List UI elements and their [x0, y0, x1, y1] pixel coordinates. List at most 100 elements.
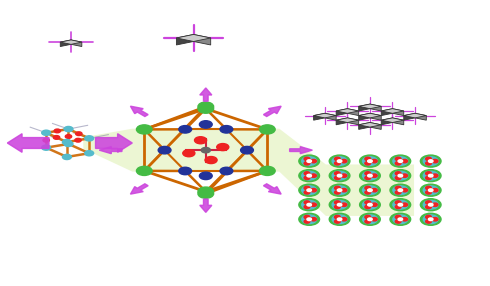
FancyArrow shape [200, 88, 212, 101]
Polygon shape [314, 113, 336, 118]
Polygon shape [359, 122, 370, 129]
Circle shape [360, 170, 380, 182]
Circle shape [402, 159, 408, 163]
Circle shape [341, 203, 347, 206]
Circle shape [85, 136, 94, 141]
Circle shape [337, 218, 342, 221]
Circle shape [390, 199, 411, 211]
Circle shape [360, 155, 380, 167]
Circle shape [371, 174, 377, 177]
Polygon shape [404, 113, 426, 118]
Circle shape [337, 160, 342, 162]
Circle shape [335, 201, 340, 204]
Circle shape [75, 138, 81, 142]
Polygon shape [381, 118, 404, 122]
Circle shape [423, 215, 438, 224]
Circle shape [335, 191, 340, 194]
Polygon shape [176, 35, 211, 41]
Circle shape [304, 157, 310, 161]
Circle shape [432, 174, 438, 177]
Circle shape [402, 174, 408, 177]
Circle shape [217, 144, 229, 151]
FancyArrow shape [96, 134, 132, 152]
Polygon shape [392, 109, 404, 116]
Circle shape [371, 218, 377, 221]
Circle shape [426, 172, 431, 175]
Circle shape [393, 186, 408, 194]
Circle shape [335, 157, 340, 161]
Circle shape [307, 218, 312, 221]
Polygon shape [415, 113, 426, 120]
Circle shape [43, 138, 49, 142]
Circle shape [428, 203, 433, 206]
Circle shape [395, 186, 401, 190]
Circle shape [341, 159, 347, 163]
Circle shape [363, 157, 377, 165]
Circle shape [423, 186, 438, 194]
Circle shape [195, 137, 207, 144]
Circle shape [136, 166, 152, 175]
Polygon shape [381, 118, 392, 125]
FancyArrow shape [264, 106, 281, 116]
Polygon shape [336, 118, 359, 122]
Circle shape [426, 157, 431, 161]
Circle shape [363, 215, 377, 224]
Polygon shape [392, 118, 404, 125]
FancyArrow shape [7, 134, 49, 152]
Circle shape [365, 220, 370, 223]
Circle shape [42, 130, 50, 135]
Circle shape [260, 166, 275, 175]
Circle shape [395, 205, 401, 208]
Circle shape [426, 162, 431, 165]
Circle shape [393, 215, 408, 224]
Circle shape [360, 199, 380, 211]
Circle shape [363, 186, 377, 194]
Circle shape [363, 171, 377, 180]
Circle shape [368, 189, 372, 192]
Circle shape [393, 200, 408, 209]
Circle shape [335, 220, 340, 223]
Circle shape [198, 102, 214, 111]
Circle shape [337, 203, 342, 206]
Circle shape [402, 203, 408, 206]
Polygon shape [381, 109, 404, 113]
Circle shape [390, 213, 411, 225]
Circle shape [395, 172, 401, 175]
Circle shape [390, 155, 411, 167]
Circle shape [335, 186, 340, 190]
Circle shape [335, 215, 340, 219]
Circle shape [398, 174, 403, 177]
Circle shape [432, 203, 438, 206]
Circle shape [299, 170, 319, 182]
Circle shape [337, 174, 342, 177]
FancyArrow shape [200, 199, 212, 212]
Circle shape [199, 121, 212, 128]
Circle shape [307, 174, 312, 177]
Circle shape [304, 220, 310, 223]
Circle shape [307, 160, 312, 162]
Circle shape [368, 218, 372, 221]
FancyArrow shape [264, 184, 281, 194]
Circle shape [302, 200, 317, 209]
Circle shape [420, 213, 441, 225]
Circle shape [426, 176, 431, 180]
Circle shape [368, 203, 372, 206]
Circle shape [260, 125, 275, 134]
Circle shape [332, 157, 347, 165]
Circle shape [365, 162, 370, 165]
Circle shape [432, 188, 438, 192]
Circle shape [420, 155, 441, 167]
Circle shape [158, 146, 171, 154]
Circle shape [201, 148, 210, 153]
Circle shape [428, 174, 433, 177]
Circle shape [420, 184, 441, 196]
Circle shape [426, 220, 431, 223]
FancyArrow shape [130, 184, 148, 194]
Circle shape [302, 171, 317, 180]
Circle shape [360, 213, 380, 225]
Circle shape [365, 186, 370, 190]
Circle shape [220, 167, 233, 175]
Circle shape [371, 159, 377, 163]
Polygon shape [325, 113, 336, 120]
Circle shape [390, 184, 411, 196]
